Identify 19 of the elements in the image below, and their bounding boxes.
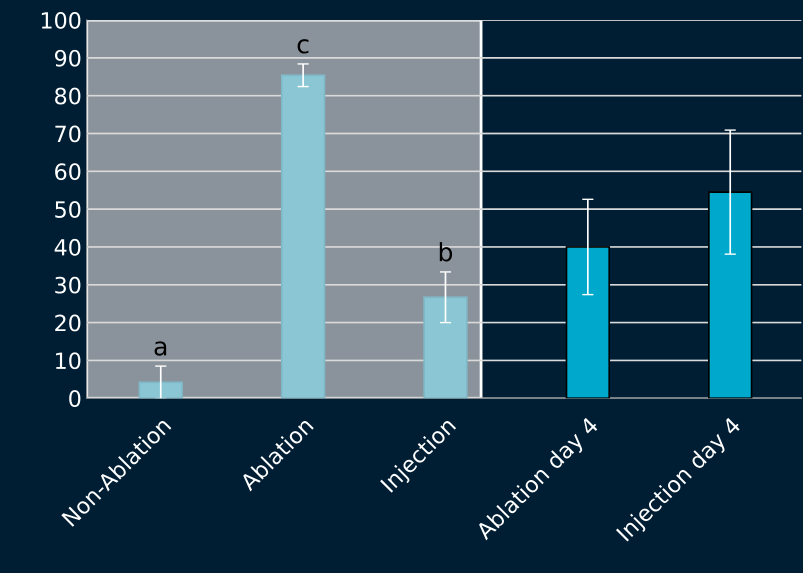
y-tick-label: 30 [55,276,80,294]
y-tick-label: 100 [42,12,80,29]
y-tick-label: 70 [55,125,80,142]
annotation: b [440,242,452,262]
bar [708,191,752,398]
annotation: a [154,341,166,356]
y-tick-label: 40 [54,238,80,256]
y-tick-label: 20 [55,314,80,332]
y-tick-label: 80 [55,88,80,104]
bar [423,296,468,398]
y-tick-label: 0 [69,390,80,407]
bar [138,382,183,398]
annotation: c [298,39,308,54]
y-tick-label: 10 [56,352,80,370]
y-tick-label: 60 [55,163,80,180]
y-tick-label: 90 [54,50,80,67]
bar [566,246,610,398]
y-tick-label: 50 [55,201,80,218]
bar [280,74,326,398]
